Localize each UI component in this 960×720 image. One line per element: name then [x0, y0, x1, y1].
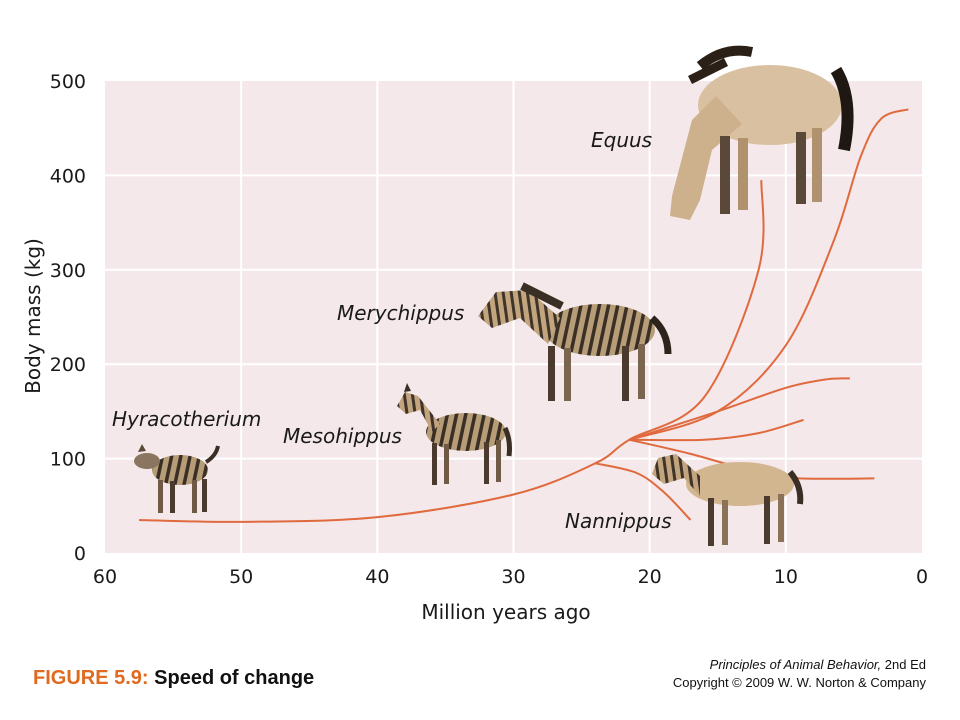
lineage-line-3: [628, 377, 850, 441]
taxon-label-mesohippus: Mesohippus: [283, 424, 402, 448]
x-tick-label: 20: [638, 566, 662, 588]
hyracotherium-icon: [134, 444, 220, 513]
copyright: Copyright © 2009 W. W. Norton & Company: [672, 675, 926, 690]
book-title: Principles of Animal Behavior,: [709, 657, 882, 672]
book-edition: 2nd Ed: [884, 657, 926, 672]
taxon-label-nannippus: Nannippus: [565, 509, 672, 533]
lineage-line-1: [139, 180, 765, 523]
y-tick-label: 400: [50, 165, 86, 187]
taxon-label-hyracotherium: Hyracotherium: [112, 407, 261, 431]
x-tick-label: 40: [365, 566, 389, 588]
y-axis-ticks: 0 100 200 300 400 500: [50, 71, 86, 565]
y-tick-label: 500: [50, 71, 86, 93]
figure-caption: FIGURE 5.9: Speed of change: [33, 667, 314, 690]
x-tick-label: 10: [774, 566, 798, 588]
equus-icon: [670, 45, 854, 220]
x-axis-title: Million years ago: [421, 600, 590, 624]
x-tick-label: 0: [916, 566, 928, 588]
mesohippus-icon: [397, 383, 512, 485]
credit-block: Principles of Animal Behavior, 2nd Ed Co…: [673, 656, 926, 692]
y-tick-label: 100: [50, 449, 86, 471]
x-axis-ticks: 60 50 40 30 20 10 0: [93, 566, 928, 588]
x-tick-label: 60: [93, 566, 117, 588]
lineage-line-6: [594, 462, 692, 521]
taxon-label-merychippus: Merychippus: [337, 301, 464, 325]
taxon-label-equus: Equus: [591, 128, 652, 152]
y-tick-label: 200: [50, 354, 86, 376]
x-tick-label: 30: [501, 566, 525, 588]
nannippus-icon: [652, 454, 804, 546]
y-tick-label: 0: [74, 543, 86, 565]
figure-number: FIGURE 5.9:: [33, 667, 149, 689]
figure-title: Speed of change: [154, 667, 315, 689]
merychippus-icon: [478, 282, 672, 401]
y-axis-title: Body mass (kg): [21, 238, 45, 394]
x-tick-label: 50: [229, 566, 253, 588]
lineage-line-4: [629, 418, 804, 442]
y-tick-label: 300: [50, 260, 86, 282]
